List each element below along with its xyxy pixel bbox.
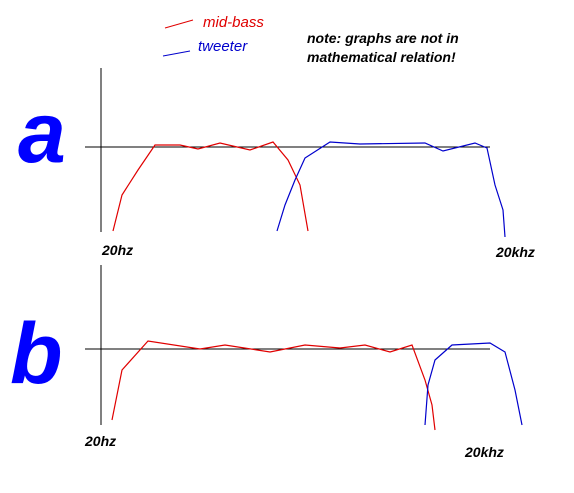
panel-label: a xyxy=(18,85,66,181)
mid-bass-curve xyxy=(112,141,309,232)
note: mathematical relation! xyxy=(307,49,456,65)
axis-label: 20khz xyxy=(495,244,535,260)
note: note: graphs are not in xyxy=(307,30,459,46)
mid-bass-curve xyxy=(111,340,436,431)
axis-label: 20khz xyxy=(464,444,504,460)
axis-label: 20hz xyxy=(101,242,133,258)
tweeter-curve xyxy=(424,342,523,426)
axis-label: 20hz xyxy=(84,433,116,449)
legend-swatch xyxy=(164,19,194,29)
panel-label: b xyxy=(10,306,63,402)
legend-label: tweeter xyxy=(198,38,248,55)
legend-label: mid-bass xyxy=(203,14,264,31)
legend-swatch xyxy=(162,50,191,57)
tweeter-curve xyxy=(276,141,506,238)
